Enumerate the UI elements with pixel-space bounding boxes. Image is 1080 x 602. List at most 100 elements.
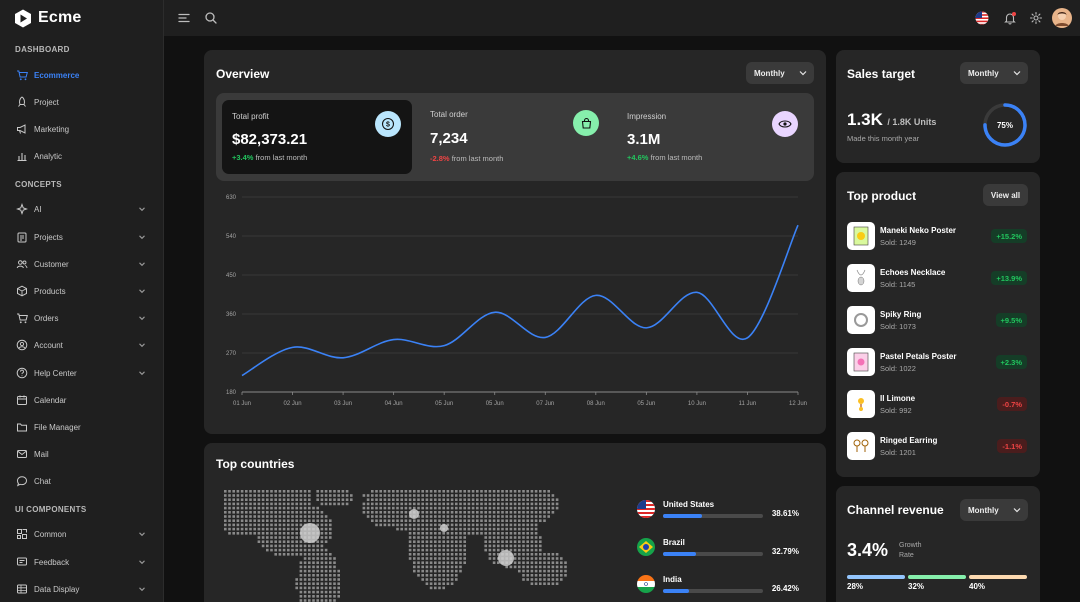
sidebar-item-marketing[interactable]: Marketing [0,118,163,140]
country-name: India [663,575,682,584]
country-row[interactable]: Brazil 32.79% [637,538,799,566]
map-marker-usa[interactable] [300,523,320,543]
box-icon [16,285,28,297]
sidebar-item-label: Feedback [34,557,70,567]
product-name: Il Limone [880,394,916,403]
sidebar-item-label: Mail [34,449,49,459]
sidebar-item-calendar[interactable]: Calendar [0,389,163,411]
product-row[interactable]: Il Limone Sold: 992 -0.7% [847,390,1027,420]
product-change-badge: -0.7% [997,397,1027,411]
product-change-badge: +13.9% [991,271,1027,285]
sidebar-item-label: Account [34,340,63,350]
sidebar-item-customer[interactable]: Customer [0,253,163,275]
x-tick-label: 08 Jun [587,401,605,407]
bar-chart-icon [16,150,28,162]
y-tick-label: 270 [226,351,237,357]
sidebar-item-label: Project [34,97,59,107]
nav-section-title: CONCEPTS [15,180,62,189]
country-row[interactable]: United States 38.61% [637,500,799,528]
product-row[interactable]: Ringed Earring Sold: 1201 -1.1% [847,432,1027,462]
x-tick-label: 10 Jun [688,401,706,407]
chevron-down-icon [799,71,807,76]
cart-icon [16,312,28,324]
chevron-down-icon [139,560,145,565]
avatar[interactable] [1052,8,1072,28]
stat-change: +4.6% from last month [627,153,703,162]
sidebar-item-products[interactable]: Products [0,280,163,302]
overview-period-select[interactable]: Monthly [746,62,814,84]
sidebar-item-file-manager[interactable]: File Manager [0,416,163,438]
bell-icon[interactable] [1003,11,1017,25]
overview-line-chart: 180 270 360 450 540 630 01 Jun 02 Jun 03 Jun 04 J… [226,195,807,407]
menu-toggle-icon[interactable] [177,11,191,25]
channel-segment-label: 28% [847,582,864,591]
product-row[interactable]: Echoes Necklace Sold: 1145 +13.9% [847,264,1027,294]
sidebar-item-feedback[interactable]: Feedback [0,551,163,573]
sidebar-item-label: Ecommerce [34,70,80,80]
product-change-badge: +15.2% [991,229,1027,243]
topbar [164,0,1080,36]
product-thumbnail [847,390,875,418]
channel-revenue-value: 3.4% [847,540,889,560]
country-progress-track [663,589,763,593]
help-icon [16,367,28,379]
channel-revenue-period-label: Monthly [968,505,999,515]
channel-revenue-period-select[interactable]: Monthly [960,499,1028,521]
y-tick-label: 630 [226,195,237,201]
map-marker-europe[interactable] [409,509,419,519]
sidebar-item-common[interactable]: Common [0,523,163,545]
brand[interactable]: Ecme [14,8,82,28]
product-thumbnail [847,348,875,376]
sales-target-value-row: 1.3K / 1.8K Units [847,110,936,130]
sales-target-caption: Made this month year [847,134,920,143]
map-marker-india[interactable] [498,550,514,566]
us-flag-icon [637,500,655,518]
sidebar-item-project[interactable]: Project [0,91,163,113]
y-tick-label: 450 [226,273,237,279]
chevron-down-icon [139,371,145,376]
user-circle-icon [16,339,28,351]
sidebar-item-ai[interactable]: AI [0,198,163,220]
rocket-icon [16,96,28,108]
product-row[interactable]: Pastel Petals Poster Sold: 1022 +2.3% [847,348,1027,378]
logo-icon [15,9,31,27]
view-all-button[interactable]: View all [983,184,1028,206]
x-tick-label: 02 Jun [284,401,302,407]
stat-value: 7,234 [430,130,468,147]
sidebar-item-data-display[interactable]: Data Display [0,578,163,600]
sidebar-item-help-center[interactable]: Help Center [0,362,163,384]
stat-change: -2.8% from last month [430,154,504,163]
sidebar-item-chat[interactable]: Chat [0,470,163,492]
sidebar-item-label: Help Center [34,368,77,378]
stat-value: 3.1M [627,131,661,148]
x-tick-label: 12 Jun [789,401,807,407]
sidebar-item-orders[interactable]: Orders [0,307,163,329]
map-marker-middle-east[interactable] [440,524,448,532]
search-icon[interactable] [204,11,218,25]
sparkle-icon [16,203,28,215]
sales-target-period-select[interactable]: Monthly [960,62,1028,84]
stat-label: Impression [627,112,667,121]
country-progress-track [663,514,763,518]
country-row[interactable]: India 26.42% [637,575,799,602]
sidebar-item-analytic[interactable]: Analytic [0,145,163,167]
sidebar-item-projects[interactable]: Projects [0,226,163,248]
chevron-down-icon [139,289,145,294]
gear-icon[interactable] [1029,11,1043,25]
sidebar-item-label: Calendar [34,395,67,405]
product-row[interactable]: Spiky Ring Sold: 1073 +9.5% [847,306,1027,336]
product-sold: Sold: 1249 [880,238,916,247]
sidebar-item-mail[interactable]: Mail [0,443,163,465]
sales-target-period-label: Monthly [968,68,999,78]
x-tick-label: 05 Jun [435,401,453,407]
stat-label: Total order [430,110,468,119]
top-countries-card [204,443,826,602]
x-tick-label: 03 Jun [334,401,352,407]
country-percent: 26.42% [771,584,799,593]
product-name: Echoes Necklace [880,268,946,277]
sidebar-item-ecommerce[interactable]: Ecommerce [0,64,163,86]
product-row[interactable]: Maneki Neko Poster Sold: 1249 +15.2% [847,222,1027,252]
channel-segment-label: 40% [969,582,986,591]
us-flag-icon[interactable] [975,11,989,25]
sidebar-item-account[interactable]: Account [0,334,163,356]
